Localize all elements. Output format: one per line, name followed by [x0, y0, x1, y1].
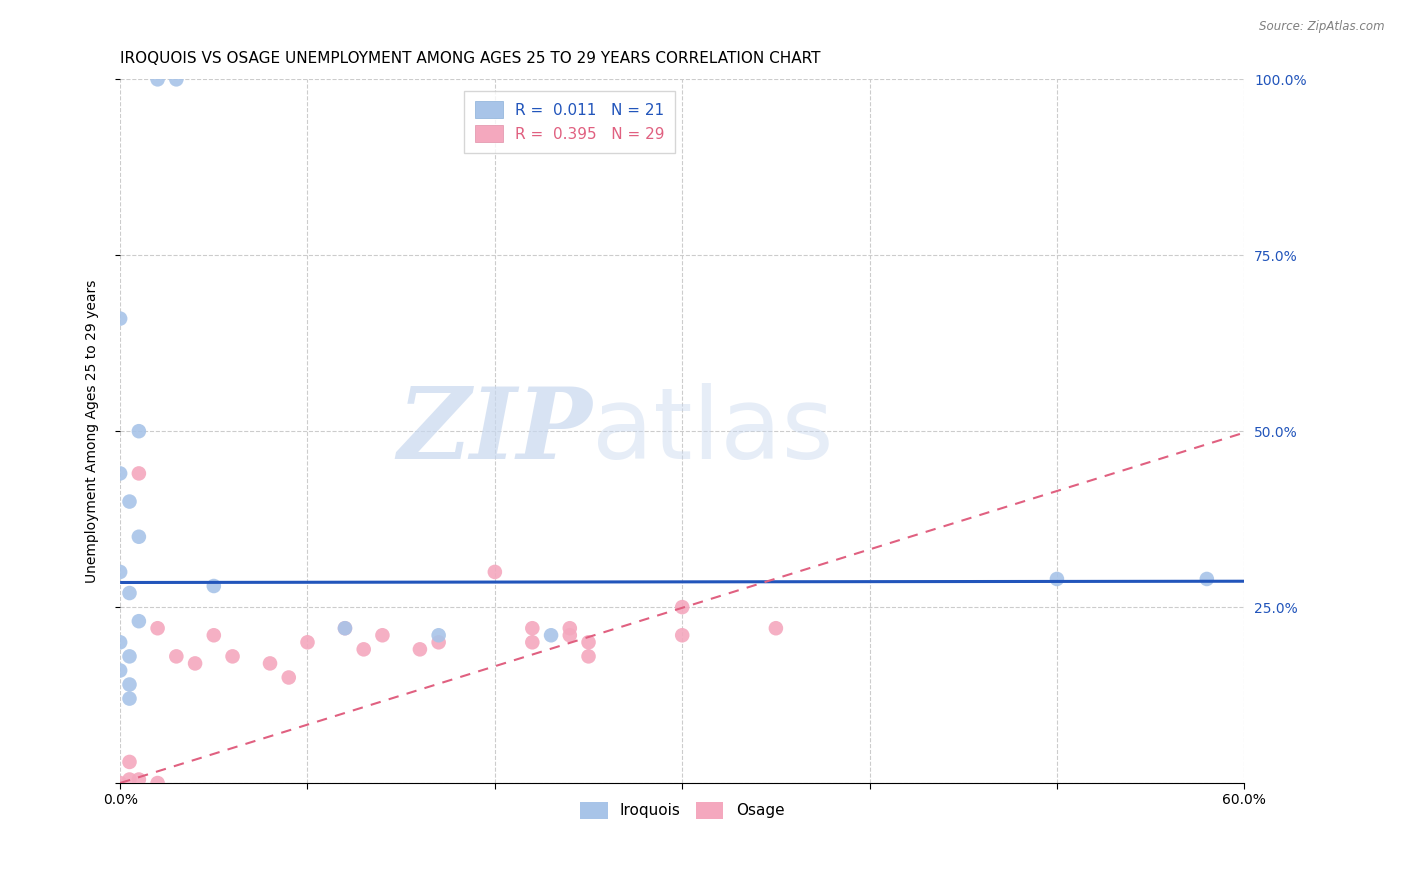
Point	[333, 621, 356, 635]
Text: Source: ZipAtlas.com: Source: ZipAtlas.com	[1260, 20, 1385, 33]
Point	[184, 657, 207, 671]
Point	[522, 621, 544, 635]
Point	[128, 614, 150, 628]
Text: atlas: atlas	[592, 383, 834, 480]
Point	[765, 621, 787, 635]
Point	[371, 628, 394, 642]
Point	[427, 628, 450, 642]
Point	[118, 586, 141, 600]
Text: ZIP: ZIP	[398, 383, 592, 479]
Legend: Iroquois, Osage: Iroquois, Osage	[574, 796, 790, 825]
Point	[118, 677, 141, 691]
Point	[409, 642, 432, 657]
Point	[108, 311, 131, 326]
Point	[522, 635, 544, 649]
Point	[1046, 572, 1069, 586]
Point	[484, 565, 506, 579]
Point	[128, 530, 150, 544]
Point	[146, 776, 169, 790]
Point	[118, 755, 141, 769]
Point	[118, 494, 141, 508]
Point	[671, 628, 693, 642]
Point	[202, 579, 225, 593]
Point	[108, 467, 131, 481]
Point	[671, 600, 693, 615]
Point	[128, 772, 150, 787]
Point	[165, 72, 187, 87]
Point	[297, 635, 319, 649]
Point	[146, 72, 169, 87]
Point	[146, 621, 169, 635]
Y-axis label: Unemployment Among Ages 25 to 29 years: Unemployment Among Ages 25 to 29 years	[86, 279, 100, 582]
Point	[108, 565, 131, 579]
Point	[540, 628, 562, 642]
Point	[108, 776, 131, 790]
Text: IROQUOIS VS OSAGE UNEMPLOYMENT AMONG AGES 25 TO 29 YEARS CORRELATION CHART: IROQUOIS VS OSAGE UNEMPLOYMENT AMONG AGE…	[120, 51, 821, 66]
Point	[578, 635, 600, 649]
Point	[578, 649, 600, 664]
Point	[108, 635, 131, 649]
Point	[128, 424, 150, 438]
Point	[118, 691, 141, 706]
Point	[558, 621, 581, 635]
Point	[221, 649, 243, 664]
Point	[259, 657, 281, 671]
Point	[1195, 572, 1218, 586]
Point	[202, 628, 225, 642]
Point	[128, 467, 150, 481]
Point	[333, 621, 356, 635]
Point	[427, 635, 450, 649]
Point	[118, 649, 141, 664]
Point	[277, 671, 299, 685]
Point	[108, 664, 131, 678]
Point	[118, 772, 141, 787]
Point	[558, 628, 581, 642]
Point	[353, 642, 375, 657]
Point	[165, 649, 187, 664]
